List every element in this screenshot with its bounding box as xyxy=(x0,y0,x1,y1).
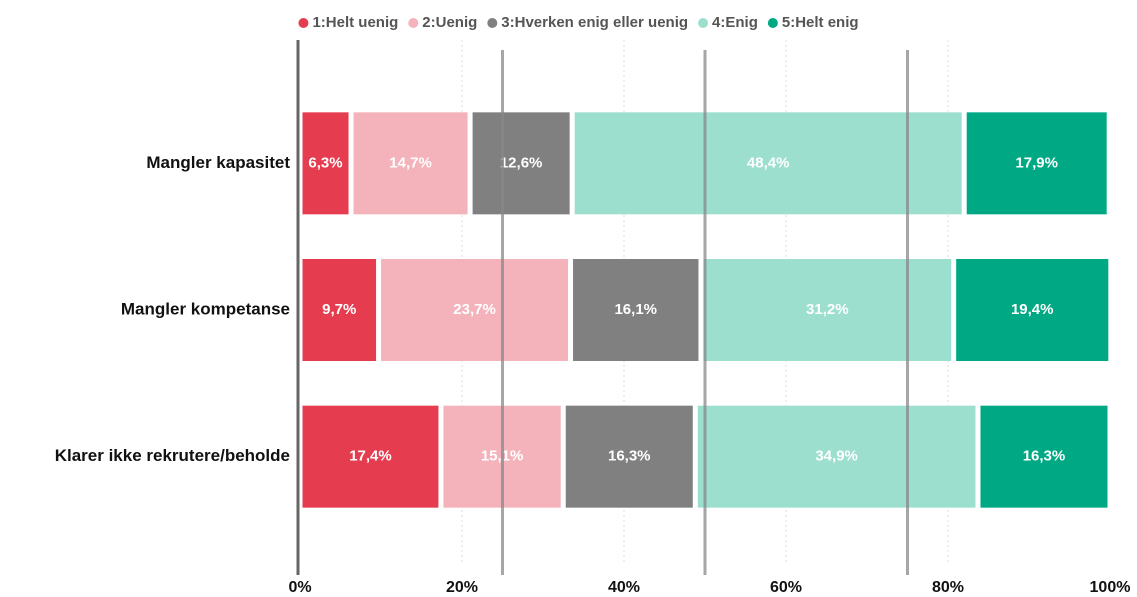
bar-segment xyxy=(703,259,952,361)
x-tick-label: 0% xyxy=(288,579,311,596)
data-label: 14,7% xyxy=(389,154,432,171)
category-label: Mangler kompetanse xyxy=(121,299,290,318)
data-label: 16,3% xyxy=(1023,448,1066,465)
legend-marker xyxy=(408,18,419,28)
bar-segment xyxy=(573,259,699,361)
bar-segment xyxy=(302,405,439,508)
x-tick-label: 40% xyxy=(608,579,640,596)
bar-segment xyxy=(302,112,349,215)
data-label: 31,2% xyxy=(806,301,849,318)
bar-segment xyxy=(980,405,1108,508)
data-label: 34,9% xyxy=(815,448,858,465)
data-label: 16,3% xyxy=(608,448,651,465)
legend-label: 4:Enig xyxy=(712,14,758,31)
bar-segment xyxy=(956,259,1109,361)
bar-segment xyxy=(381,259,569,361)
legend-label: 1:Helt uenig xyxy=(312,14,398,31)
data-label: 9,7% xyxy=(322,301,356,318)
data-label: 19,4% xyxy=(1011,301,1054,318)
x-tick-label: 100% xyxy=(1090,579,1131,596)
data-label: 12,6% xyxy=(500,154,543,171)
bar-segment xyxy=(472,112,570,215)
data-label: 23,7% xyxy=(453,301,496,318)
bar-segment xyxy=(697,405,976,508)
data-label: 17,4% xyxy=(349,448,392,465)
x-tick-label: 80% xyxy=(932,579,964,596)
data-label: 48,4% xyxy=(747,154,790,171)
bar-segment xyxy=(353,112,468,215)
legend-label: 5:Helt enig xyxy=(782,14,859,31)
category-label: Mangler kapasitet xyxy=(146,153,290,172)
bar-segment xyxy=(574,112,962,215)
bar-segment xyxy=(302,259,377,361)
legend-marker xyxy=(698,18,709,28)
data-label: 17,9% xyxy=(1015,154,1058,171)
data-label: 16,1% xyxy=(614,301,657,318)
legend-marker xyxy=(487,18,498,28)
x-tick-label: 60% xyxy=(770,579,802,596)
legend-label: 2:Uenig xyxy=(422,14,477,31)
legend-marker xyxy=(767,18,778,28)
legend-marker xyxy=(298,18,309,28)
bar-segment xyxy=(966,112,1107,215)
x-tick-label: 20% xyxy=(446,579,478,596)
legend-label: 3:Hverken enig eller uenig xyxy=(501,14,688,31)
bar-segment xyxy=(565,405,693,508)
category-label: Klarer ikke rekrutere/beholde xyxy=(55,446,290,465)
data-label: 6,3% xyxy=(308,154,342,171)
